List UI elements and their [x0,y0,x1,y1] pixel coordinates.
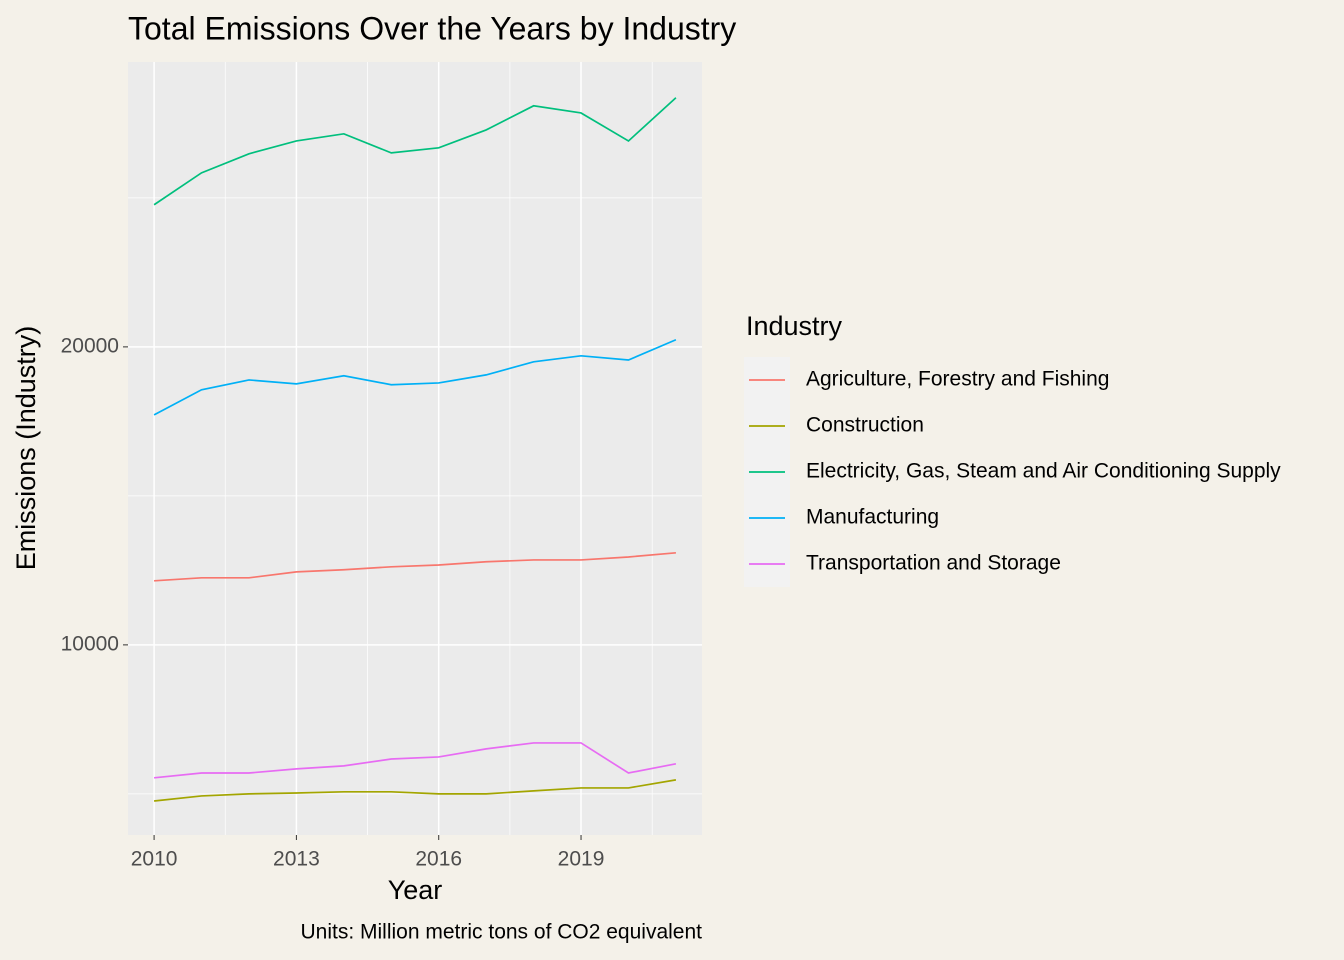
grid [128,62,702,835]
legend-label: Manufacturing [806,506,939,529]
y-axis-title: Emissions (Industry) [11,326,41,571]
lines [153,97,677,802]
chart-title: Total Emissions Over the Years by Indust… [128,10,736,46]
caption: Units: Million metric tons of CO2 equiva… [301,921,703,944]
legend-label: Transportation and Storage [806,552,1061,575]
series-line [154,779,677,802]
y-tick-label: 20000 [61,334,119,357]
y-tick-label: 10000 [61,632,119,655]
x-tick-label: 2010 [131,848,178,871]
series-line [154,742,677,779]
x-tick-label: 2019 [558,848,605,871]
series-line [154,551,676,582]
legend-label: Electricity, Gas, Steam and Air Conditio… [806,460,1281,483]
legend-label: Agriculture, Forestry and Fishing [806,368,1109,391]
x-tick-label: 2013 [273,848,320,871]
x-axis-title: Year [388,875,443,905]
series-line [153,338,677,416]
series-line [153,97,677,206]
legend-title: Industry [746,311,843,341]
x-tick-label: 2016 [415,848,462,871]
plot-panel [128,62,702,835]
legend-label: Construction [806,414,924,437]
